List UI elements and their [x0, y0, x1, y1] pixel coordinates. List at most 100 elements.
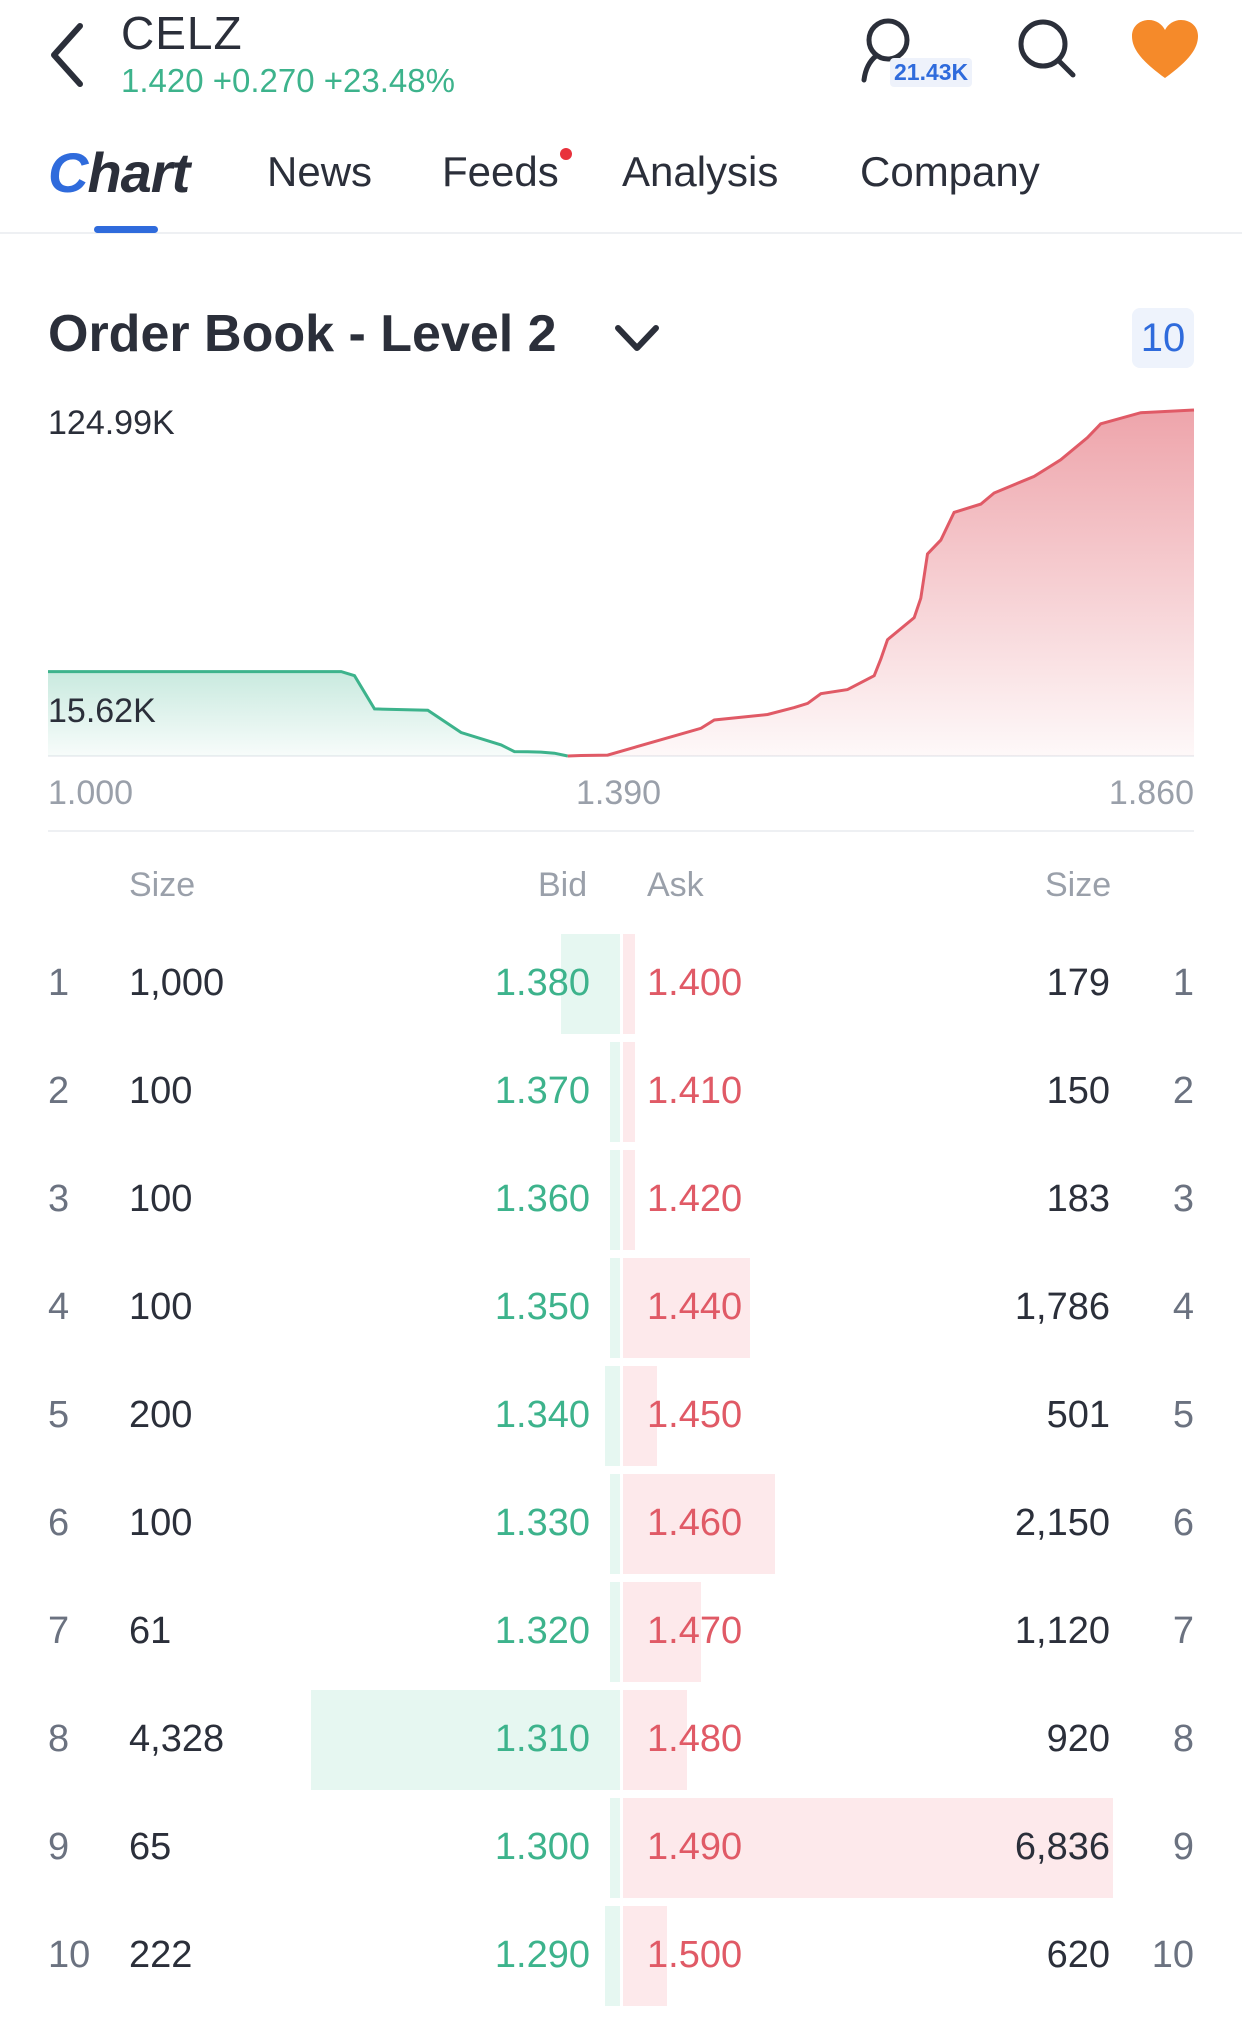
ask-level: 2: [1172, 1070, 1194, 1112]
bid-size: 100: [129, 1286, 193, 1328]
bid-volume-bar: [561, 934, 620, 1034]
price-quote: 1.420 +0.270 +23.48%: [121, 62, 455, 99]
ask-volume-bar: [623, 1366, 658, 1466]
order-row: 1 1,000 1.380 1.400 179 1: [0, 930, 1242, 1038]
tab-analysis[interactable]: Analysis: [622, 148, 779, 195]
ask-level: 5: [1172, 1394, 1194, 1436]
ask-level: 6: [1172, 1502, 1194, 1544]
tab-chart[interactable]: Chart: [48, 140, 190, 205]
ask-price: 1.420: [647, 1178, 743, 1220]
bid-size: 100: [129, 1070, 193, 1112]
bid-level: 1: [48, 962, 70, 1004]
bid-price: 1.320: [494, 1610, 590, 1652]
x-tick-label: 1.390: [576, 774, 662, 812]
bid-price: 1.290: [494, 1934, 590, 1976]
bid-level: 8: [48, 1718, 70, 1760]
bid-depth-area: [48, 671, 568, 756]
bid-level: 4: [48, 1286, 70, 1328]
bid-price: 1.310: [494, 1718, 590, 1760]
bid-level: 9: [48, 1826, 70, 1868]
bid-level: 2: [48, 1070, 70, 1112]
ask-price: 1.480: [647, 1718, 743, 1760]
ask-volume-bar: [623, 1906, 668, 2006]
order-row: 2 100 1.370 1.410 150 2: [0, 1038, 1242, 1146]
depth-chart: [48, 408, 1195, 758]
bid-header: Bid: [538, 866, 588, 904]
ask-size: 2,150: [1014, 1502, 1110, 1544]
ask-volume-bar: [623, 1582, 702, 1682]
ask-size: 179: [1046, 962, 1110, 1004]
bid-volume-bar: [610, 1582, 620, 1682]
ask-volume-bar: [623, 1258, 751, 1358]
order-row: 3 100 1.360 1.420 183 3: [0, 1146, 1242, 1254]
tab-chart-initial: C: [48, 141, 88, 204]
bid-volume-bar: [610, 1258, 620, 1358]
bid-price: 1.340: [494, 1394, 590, 1436]
ask-size: 620: [1046, 1934, 1110, 1976]
bid-price: 1.370: [494, 1070, 590, 1112]
order-row: 7 61 1.320 1.470 1,120 7: [0, 1578, 1242, 1686]
bid-level: 10: [48, 1934, 91, 1976]
ask-size: 150: [1046, 1070, 1110, 1112]
order-row: 5 200 1.340 1.450 501 5: [0, 1362, 1242, 1470]
ask-price: 1.410: [647, 1070, 743, 1112]
ask-level: 9: [1172, 1826, 1194, 1868]
bid-price: 1.330: [494, 1502, 590, 1544]
ask-size: 920: [1046, 1718, 1110, 1760]
bid-depth-line: [48, 670, 569, 758]
tab-feeds[interactable]: Feeds: [442, 148, 559, 195]
ask-volume-bar: [623, 934, 635, 1034]
tab-chart-rest: hart: [87, 141, 190, 204]
search-icon[interactable]: [1015, 16, 1077, 80]
tab-company[interactable]: Company: [860, 148, 1040, 195]
y-min-label: 15.62K: [48, 692, 156, 730]
tab-bar: Chart News Feeds Analysis Company: [0, 140, 1242, 234]
user-icon[interactable]: [852, 14, 930, 86]
levels-selector[interactable]: 10: [1132, 308, 1194, 368]
x-tick-label: 1.860: [1108, 774, 1194, 812]
back-chevron-icon[interactable]: [44, 20, 96, 90]
ask-size-header: Size: [1045, 866, 1112, 904]
ask-volume-bar: [623, 1798, 1113, 1898]
ask-level: 4: [1172, 1286, 1194, 1328]
ask-size: 1,120: [1014, 1610, 1110, 1652]
ask-level: 7: [1172, 1610, 1194, 1652]
bid-price: 1.300: [494, 1826, 590, 1868]
ask-size: 501: [1046, 1394, 1110, 1436]
ask-level: 1: [1172, 962, 1194, 1004]
bid-size: 100: [129, 1178, 193, 1220]
bid-volume-bar: [610, 1798, 620, 1898]
bid-volume-bar: [610, 1474, 620, 1574]
bid-size-header: Size: [129, 866, 196, 904]
ask-level: 10: [1151, 1934, 1194, 1976]
ask-price: 1.460: [647, 1502, 743, 1544]
ask-size: 183: [1046, 1178, 1110, 1220]
bid-volume-bar: [610, 1150, 620, 1250]
ask-size: 6,836: [1014, 1826, 1110, 1868]
divider: [48, 830, 1194, 832]
ask-header: Ask: [647, 866, 704, 904]
tab-news[interactable]: News: [267, 148, 373, 195]
heart-icon[interactable]: [1130, 18, 1200, 82]
order-row: 9 65 1.300 1.490 6,836 9: [0, 1794, 1242, 1902]
ask-price: 1.500: [647, 1934, 743, 1976]
ask-volume-bar: [623, 1690, 687, 1790]
ask-depth-line: [567, 408, 1195, 758]
chevron-down-icon[interactable]: [612, 318, 662, 358]
bid-volume-bar: [311, 1690, 620, 1790]
ask-level: 8: [1172, 1718, 1194, 1760]
bid-level: 6: [48, 1502, 70, 1544]
bid-level: 7: [48, 1610, 70, 1652]
bid-size: 200: [129, 1394, 193, 1436]
ask-volume-bar: [623, 1474, 775, 1574]
bid-price: 1.360: [494, 1178, 590, 1220]
bid-volume-bar: [605, 1366, 620, 1466]
bid-level: 3: [48, 1178, 70, 1220]
bid-size: 222: [129, 1934, 193, 1976]
ask-volume-bar: [623, 1042, 635, 1142]
followers-count: 21.43K: [890, 58, 973, 87]
order-row: 6 100 1.330 1.460 2,150 6: [0, 1470, 1242, 1578]
ask-price: 1.450: [647, 1394, 743, 1436]
y-max-label: 124.99K: [48, 404, 175, 442]
order-book-title[interactable]: Order Book - Level 2: [48, 305, 557, 363]
